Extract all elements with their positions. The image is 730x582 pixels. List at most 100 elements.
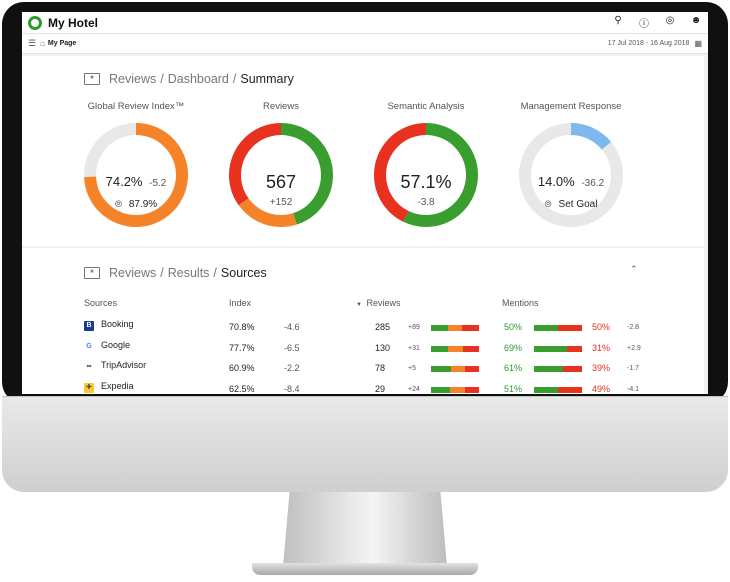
summary-crumb-2[interactable]: Dashboard <box>167 72 229 86</box>
reviews-bar-segment <box>431 366 452 372</box>
col-header-sources[interactable]: Sources <box>84 298 118 308</box>
review-icon: ★ <box>84 73 100 85</box>
reviews-delta: +24 <box>408 385 420 393</box>
summary-heading: ★ Reviews / Dashboard / Summary <box>84 72 294 86</box>
location-icon[interactable]: ⚲ <box>614 15 622 26</box>
mentions-bar-negative <box>563 366 582 372</box>
reviews-bar <box>431 386 479 393</box>
col-header-reviews[interactable]: ▼ Reviews <box>356 298 400 308</box>
gauge-management-response[interactable]: Management Response 14.0% -36.2 ⦾ Set Go… <box>496 101 646 230</box>
google-icon: G <box>84 341 94 352</box>
mentions-positive: 51% <box>504 383 523 394</box>
mentions-delta: -1.7 <box>627 365 640 372</box>
gauge-title: Reviews <box>263 101 299 112</box>
reviews-bar-segment <box>461 325 479 331</box>
reviews-bar <box>431 345 479 352</box>
booking-icon: B <box>84 321 94 331</box>
reviews-value: 130 <box>375 342 391 353</box>
user-icon[interactable]: ☻ <box>690 15 702 26</box>
gauge-value: 14.0% <box>537 174 575 189</box>
index-value: 70.8% <box>229 322 255 332</box>
mentions-positive: 61% <box>504 363 523 373</box>
gauge-title: Global Review Index™ <box>87 101 185 112</box>
sub-header: ☰ ⌂ My Page 17 Jul 2018 - 16 Aug 2018 ▦ <box>22 34 708 54</box>
gauge-segment <box>374 123 478 227</box>
reviews-bar-segment <box>451 366 465 372</box>
mentions-negative: 39% <box>592 363 611 373</box>
mentions-bar-negative <box>567 345 582 352</box>
gauge-global-review-index[interactable]: Global Review Index™ 74.2% -5.2 ⦾ 87.9% <box>61 101 211 230</box>
home-icon[interactable]: ⌂ <box>40 39 45 48</box>
mentions-delta: -2.8 <box>627 324 640 331</box>
reviews-bar-segment <box>448 345 463 352</box>
reviews-bar <box>431 325 479 331</box>
col-header-mentions[interactable]: Mentions <box>502 298 539 308</box>
gauge-semantic-analysis[interactable]: Semantic Analysis 57.1% -3.8 <box>351 101 501 230</box>
source-name[interactable]: Booking <box>101 319 134 329</box>
mentions-positive: 69% <box>504 342 523 353</box>
app-title: My Hotel <box>48 15 99 30</box>
reviews-delta: +5 <box>408 365 416 372</box>
mentions-bar <box>534 386 582 393</box>
mentions-delta: +2.9 <box>627 344 641 352</box>
chevron-up-icon[interactable]: ⌃ <box>630 264 638 274</box>
summary-crumb-1[interactable]: Reviews <box>109 72 157 86</box>
gauge-ring <box>374 123 478 227</box>
reviews-bar-segment <box>464 386 479 393</box>
monitor-stand-neck <box>283 492 447 566</box>
reviews-delta: +89 <box>408 324 420 331</box>
breadcrumb[interactable]: My Page <box>47 40 77 47</box>
mentions-negative: 49% <box>592 383 611 394</box>
monitor-chin <box>2 396 728 492</box>
mentions-bar-positive <box>534 366 564 372</box>
mentions-bar-positive <box>534 386 559 393</box>
gauge-reviews[interactable]: Reviews 567 +152 <box>206 101 356 230</box>
logo-icon[interactable] <box>28 15 42 30</box>
gauge-ring <box>229 123 333 227</box>
calendar-icon[interactable]: ▦ <box>694 39 702 48</box>
gauge-value: 74.2% <box>105 174 143 189</box>
index-value: 60.9% <box>229 363 255 373</box>
help-icon[interactable]: ⓘ <box>639 19 649 30</box>
index-delta: -4.6 <box>284 322 300 332</box>
gauge-segment <box>84 123 188 227</box>
source-name[interactable]: Google <box>101 339 131 350</box>
tripadvisor-icon: ∞ <box>84 362 94 372</box>
app-header: My Hotel ⚲ ⓘ ◎ ☻ <box>22 12 708 34</box>
reviews-value: 29 <box>375 383 386 394</box>
reviews-bar-segment <box>448 325 462 331</box>
mentions-positive: 50% <box>504 322 523 332</box>
index-delta: -8.4 <box>284 383 300 394</box>
date-range[interactable]: 17 Jul 2018 - 16 Aug 2018 <box>607 40 690 47</box>
sources-crumb-2[interactable]: Results <box>167 266 210 280</box>
mentions-bar-negative <box>558 386 582 393</box>
gauge-secondary: 87.9% <box>128 199 158 210</box>
set-goal-label: Set Goal <box>558 199 598 210</box>
reviews-value: 285 <box>375 322 391 332</box>
sort-down-icon: ▼ <box>356 302 362 308</box>
mentions-delta: -4.1 <box>627 385 640 393</box>
menu-icon[interactable]: ☰ <box>28 38 37 48</box>
index-delta: -2.2 <box>284 363 300 373</box>
header-icons: ⚲ ⓘ ◎ ☻ <box>612 15 702 30</box>
sources-crumb-1[interactable]: Reviews <box>109 266 157 280</box>
mentions-bar <box>534 325 582 331</box>
sources-crumb-3: Sources <box>220 266 267 280</box>
index-value: 77.7% <box>229 342 255 353</box>
source-name[interactable]: TripAdvisor <box>101 360 147 370</box>
col-header-index[interactable]: Index <box>229 298 252 308</box>
reviews-bar-segment <box>431 386 451 393</box>
reviews-bar-segment <box>462 345 479 352</box>
set-goal-button[interactable]: ⦾ Set Goal <box>496 199 646 210</box>
gauge-ring <box>519 123 623 227</box>
summary-panel: ★ Reviews / Dashboard / Summary Global R… <box>22 56 704 246</box>
reviews-delta: +31 <box>408 344 420 352</box>
mentions-bar-positive <box>534 345 568 352</box>
globe-icon[interactable]: ◎ <box>665 15 675 26</box>
reviews-bar-segment <box>450 386 465 393</box>
sources-panel: ★ Reviews / Results / Sources ⌃ Sources … <box>22 248 704 394</box>
gauge-value-line: 74.2% -5.2 <box>61 174 211 189</box>
index-delta: -6.5 <box>284 342 300 353</box>
source-name[interactable]: Expedia <box>101 380 134 391</box>
